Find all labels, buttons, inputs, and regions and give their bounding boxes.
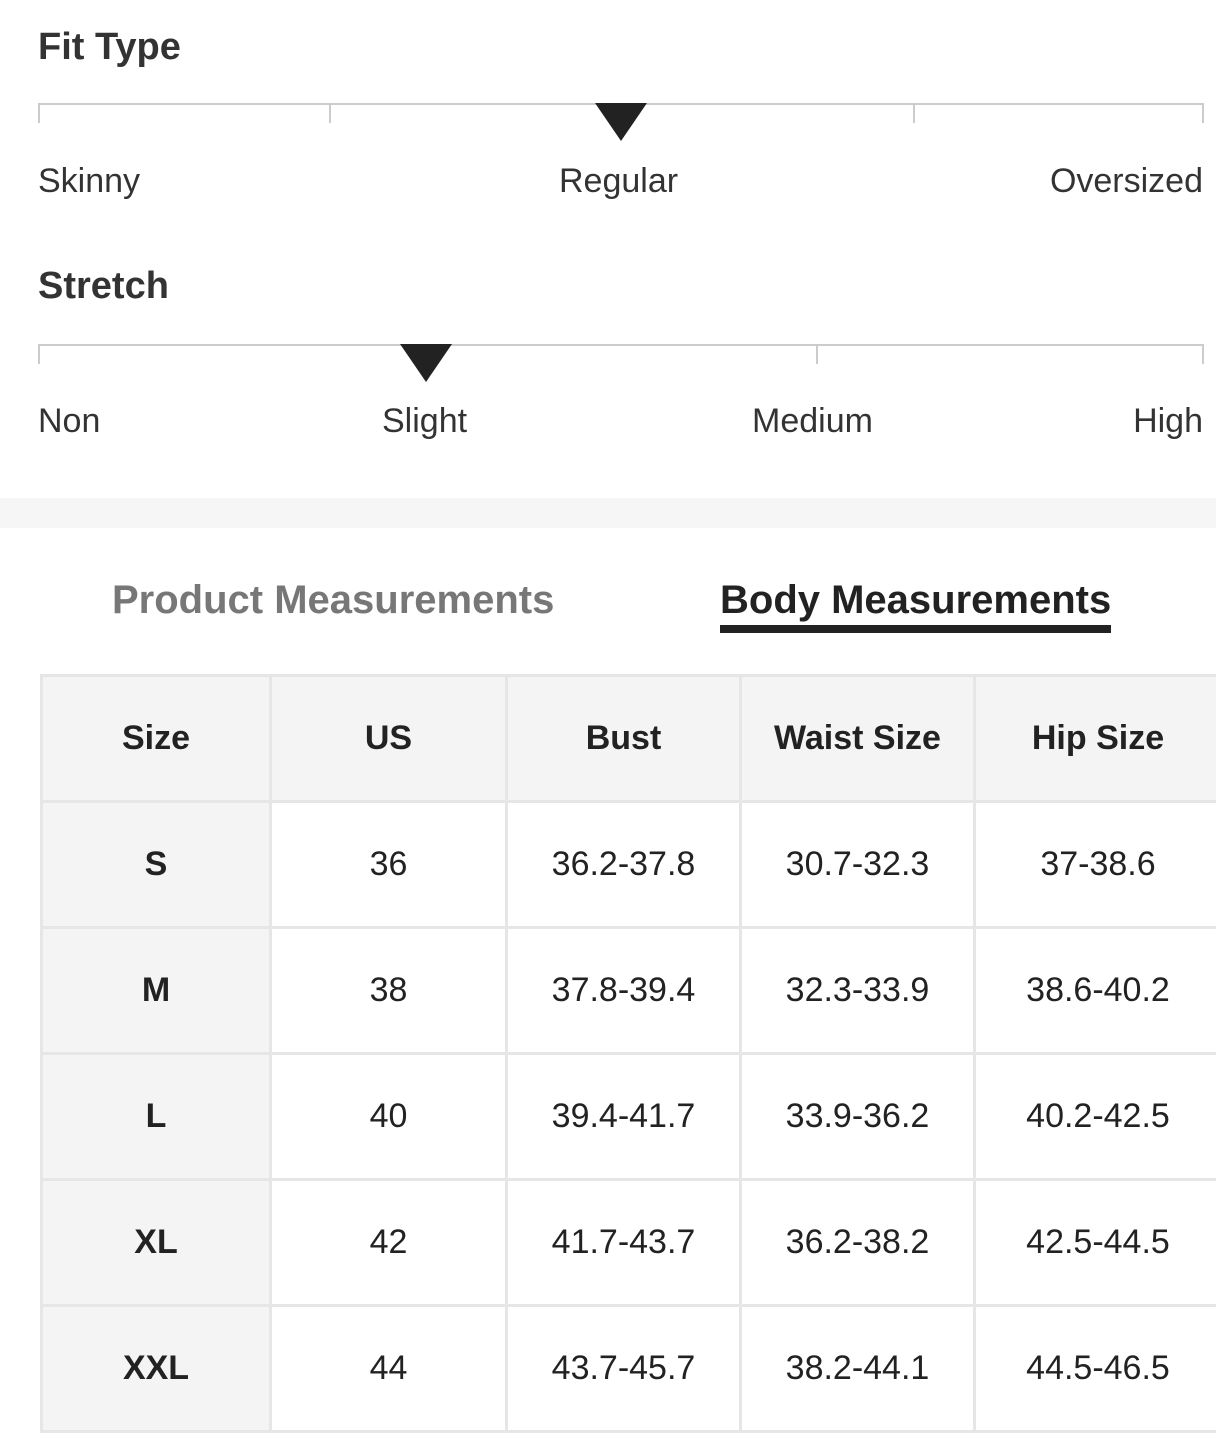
header-bust: Bust [505,674,742,803]
scale-tick [913,103,915,123]
header-us: US [269,674,508,803]
tab-body-measurements[interactable]: Body Measurements [720,578,1112,633]
cell-bust: 36.2-37.8 [505,800,742,929]
cell-us: 42 [269,1178,508,1307]
stretch-label-non: Non [38,402,101,440]
cell-hip: 40.2-42.5 [973,1052,1216,1181]
cell-waist: 30.7-32.3 [739,800,976,929]
cell-size: XXL [40,1304,272,1433]
cell-us: 36 [269,800,508,929]
cell-size: S [40,800,272,929]
tab-product-measurements[interactable]: Product Measurements [112,578,555,622]
scale-tick [1202,344,1204,364]
header-hip: Hip Size [973,674,1216,803]
section-divider [0,498,1216,528]
stretch-label-high: High [1133,402,1203,440]
cell-hip: 42.5-44.5 [973,1178,1216,1307]
cell-hip: 37-38.6 [973,800,1216,929]
stretch-marker-icon [400,344,453,382]
fit-label-skinny: Skinny [38,162,141,200]
cell-size: M [40,926,272,1055]
cell-us: 38 [269,926,508,1055]
header-waist: Waist Size [739,674,976,803]
header-size: Size [40,674,272,803]
scale-tick [329,103,331,123]
fit-type-title: Fit Type [38,26,181,68]
table-row: S 36 36.2-37.8 30.7-32.3 37-38.6 [40,800,1216,929]
cell-waist: 38.2-44.1 [739,1304,976,1433]
fit-type-marker-icon [595,103,647,141]
table-row: L 40 39.4-41.7 33.9-36.2 40.2-42.5 [40,1052,1216,1181]
cell-bust: 43.7-45.7 [505,1304,742,1433]
table-row: XXL 44 43.7-45.7 38.2-44.1 44.5-46.5 [40,1304,1216,1433]
scale-tick [1202,103,1204,123]
scale-tick [816,344,818,364]
cell-bust: 41.7-43.7 [505,1178,742,1307]
cell-waist: 33.9-36.2 [739,1052,976,1181]
cell-waist: 32.3-33.9 [739,926,976,1055]
scale-line [38,344,1204,346]
cell-us: 40 [269,1052,508,1181]
cell-bust: 37.8-39.4 [505,926,742,1055]
table-row: XL 42 41.7-43.7 36.2-38.2 42.5-44.5 [40,1178,1216,1307]
cell-hip: 38.6-40.2 [973,926,1216,1055]
fit-label-regular: Regular [559,162,679,200]
scale-tick [38,344,40,364]
cell-bust: 39.4-41.7 [505,1052,742,1181]
cell-us: 44 [269,1304,508,1433]
stretch-label-medium: Medium [752,402,873,440]
table-row: M 38 37.8-39.4 32.3-33.9 38.6-40.2 [40,926,1216,1055]
cell-size: XL [40,1178,272,1307]
cell-hip: 44.5-46.5 [973,1304,1216,1433]
stretch-title: Stretch [38,265,169,307]
size-table: Size US Bust Waist Size Hip Size S 36 36.2… [40,674,1216,1433]
cell-waist: 36.2-38.2 [739,1178,976,1307]
scale-tick [38,103,40,123]
fit-label-oversized: Oversized [1049,162,1203,200]
stretch-label-slight: Slight [382,402,468,440]
cell-size: L [40,1052,272,1181]
fit-type-scale [38,103,1204,141]
stretch-scale [38,344,1204,382]
table-header-row: Size US Bust Waist Size Hip Size [40,674,1216,803]
